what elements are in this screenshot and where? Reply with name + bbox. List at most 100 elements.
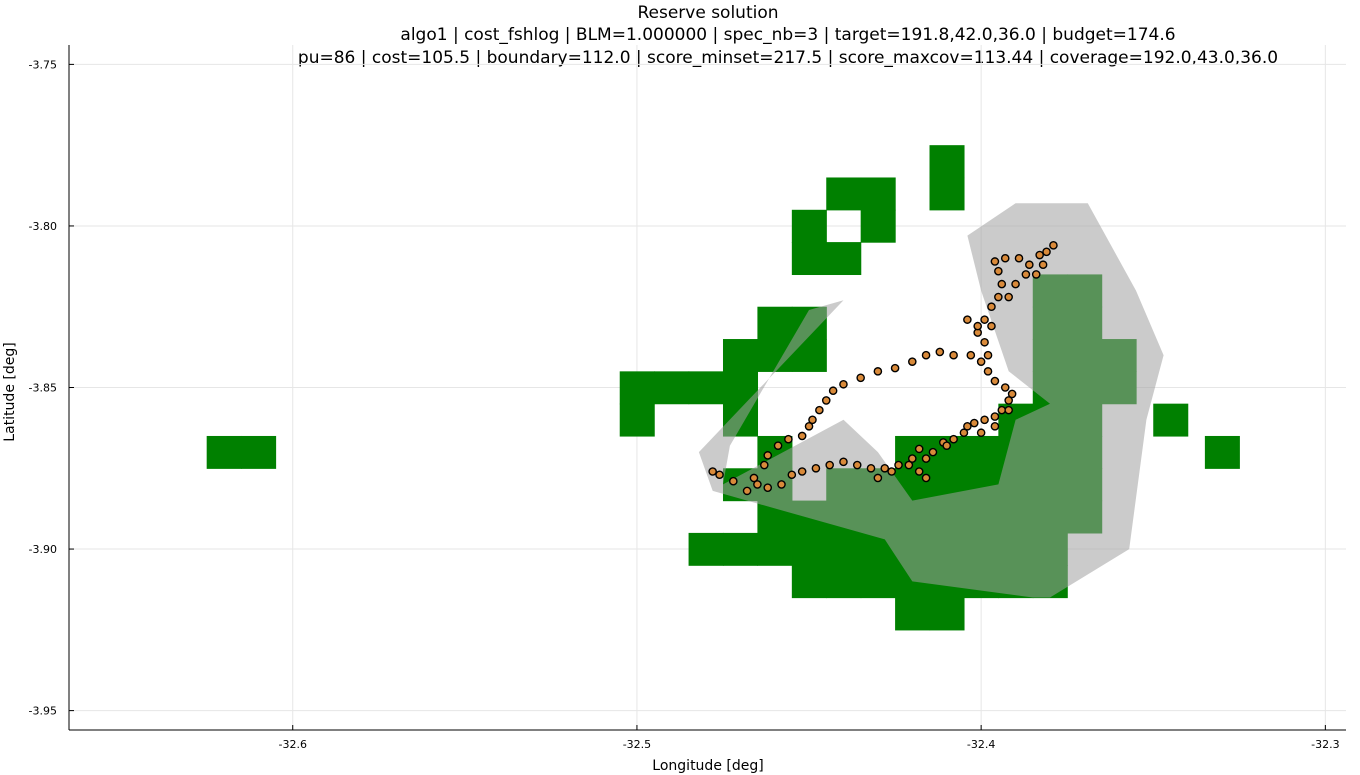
selected-planning-unit <box>826 242 862 276</box>
track-point <box>1004 396 1013 405</box>
track-point <box>797 467 807 476</box>
selected-planning-unit <box>929 597 965 631</box>
track-point <box>904 460 914 470</box>
track-point <box>708 467 717 476</box>
track-point <box>825 460 834 470</box>
selected-planning-unit <box>722 339 759 372</box>
selected-planning-unit <box>826 177 862 211</box>
selected-planning-unit <box>791 242 827 276</box>
track-point <box>784 434 793 444</box>
selected-planning-unit <box>929 177 965 211</box>
selected-planning-unit <box>619 371 655 405</box>
track-point <box>1007 389 1017 399</box>
x-axis-label: Longitude [deg] <box>652 758 763 774</box>
track-point <box>963 315 972 324</box>
track-point <box>894 460 903 470</box>
track-point <box>966 350 976 360</box>
track-point <box>990 421 1000 431</box>
selected-planning-unit <box>757 532 793 566</box>
selected-planning-unit <box>791 565 827 599</box>
selected-planning-unit <box>757 306 793 340</box>
x-tick-label: -32.6 <box>278 738 306 751</box>
habitat-polygon <box>698 203 1164 598</box>
track-point <box>994 266 1003 276</box>
x-tick-label: -32.5 <box>623 738 651 751</box>
selected-planning-unit <box>860 565 896 599</box>
track-point <box>1014 253 1024 263</box>
track-point <box>852 460 862 470</box>
track-point <box>811 463 821 473</box>
track-point <box>914 444 924 454</box>
track-point <box>797 431 807 441</box>
track-point <box>1025 260 1034 270</box>
track-point <box>866 463 876 473</box>
track-point <box>959 428 969 438</box>
track-point <box>997 279 1007 289</box>
track-point <box>949 434 958 444</box>
track-point <box>976 428 986 438</box>
track-point <box>1038 260 1048 270</box>
track-point <box>880 463 890 473</box>
y-tick-label: -3.85 <box>29 382 57 395</box>
track-point <box>815 405 824 415</box>
selected-planning-unit <box>929 145 965 179</box>
track-point <box>887 467 896 476</box>
track-point <box>976 357 986 366</box>
selected-planning-unit <box>860 209 896 243</box>
track-point <box>921 350 931 360</box>
selected-planning-unit <box>860 177 896 211</box>
selected-planning-unit <box>206 435 242 469</box>
track-point <box>987 302 996 312</box>
track-point <box>753 480 762 489</box>
track-point <box>1049 241 1058 250</box>
selected-planning-unit <box>654 371 690 405</box>
track-point <box>969 418 979 428</box>
track-point <box>808 415 817 425</box>
track-point <box>921 473 931 483</box>
track-point <box>873 367 883 376</box>
track-point <box>908 454 917 463</box>
track-point <box>856 373 865 383</box>
y-axis-label: Latitude [deg] <box>2 342 18 441</box>
track-point <box>908 357 917 366</box>
y-tick-label: -3.95 <box>29 705 57 718</box>
track-point <box>1004 292 1013 302</box>
selected-planning-unit <box>722 532 759 566</box>
track-point <box>828 386 838 396</box>
chart-subtitle-line1: algo1 | cost_fshlog | BLM=1.000000 | spe… <box>400 25 1175 45</box>
track-point <box>994 292 1003 302</box>
selected-planning-unit <box>791 532 827 566</box>
track-point <box>821 396 831 405</box>
selected-planning-unit <box>688 371 724 405</box>
track-point <box>963 421 972 431</box>
track-point <box>1004 405 1013 415</box>
track-point <box>990 412 1000 421</box>
track-point <box>763 451 773 460</box>
track-point <box>997 405 1007 415</box>
track-point <box>942 441 952 450</box>
track-point <box>928 447 938 457</box>
selected-planning-unit <box>895 597 931 631</box>
y-tick-label: -3.90 <box>29 543 57 556</box>
selected-planning-unit <box>791 209 827 243</box>
track-point <box>759 460 769 470</box>
track-point <box>973 321 983 331</box>
track-point <box>1031 270 1041 279</box>
track-point <box>1011 279 1020 289</box>
track-point <box>980 315 989 324</box>
track-point <box>1021 270 1031 279</box>
track-point <box>1035 250 1044 260</box>
track-point <box>890 363 900 373</box>
selected-planning-unit <box>1153 403 1189 437</box>
track-point <box>921 454 931 463</box>
track-point <box>949 350 958 360</box>
selected-planning-unit <box>1204 435 1240 469</box>
track-point <box>729 476 738 486</box>
track-point <box>980 337 989 347</box>
track-point <box>914 467 924 476</box>
selected-planning-unit <box>826 565 862 599</box>
track-point <box>839 379 848 389</box>
plot-area <box>206 145 1240 631</box>
chart-subtitle-line2: pu=86 | cost=105.5 | boundary=112.0 | sc… <box>298 48 1278 68</box>
